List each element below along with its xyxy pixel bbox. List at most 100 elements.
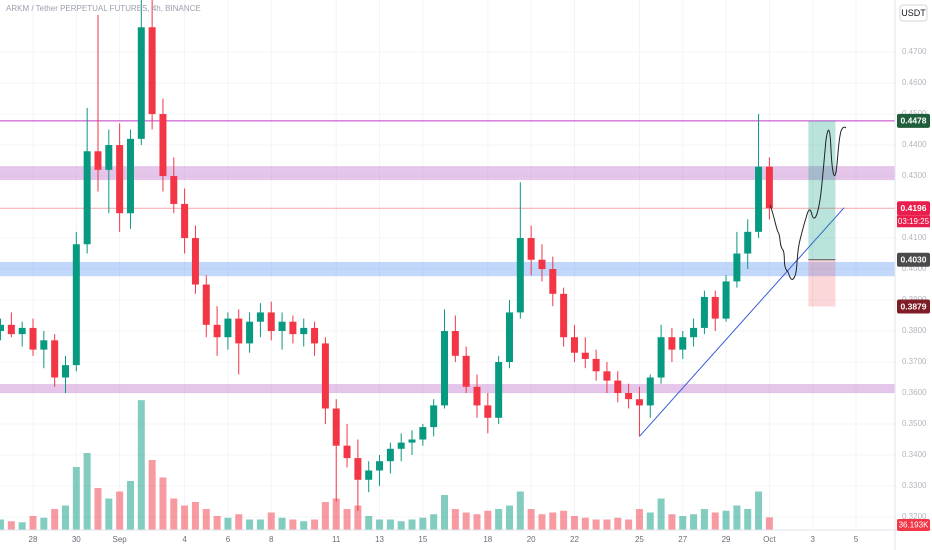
candle-body [202,284,210,325]
price-label: 0.3879 [901,301,927,311]
volume-bar [365,516,373,530]
volume-bar [321,502,329,530]
volume-bar [646,512,654,530]
volume-bar [495,509,503,530]
candle-body [278,321,286,332]
candle-body [462,355,470,387]
volume-bar [657,498,665,530]
x-tick-label: 3 [810,535,815,544]
candle-body [365,470,373,480]
volume-bar [29,516,37,530]
trendline [639,207,845,437]
volume-bar [690,514,698,530]
candle-body [256,312,264,322]
candle-body [495,362,503,418]
price-label-bg [897,201,930,216]
candle-body [116,145,124,214]
zone [0,261,895,277]
candle-body [722,281,730,319]
candle-body [148,27,156,115]
candle-body [592,358,600,372]
countdown: 03:19:25 [898,217,930,226]
candle-body [61,365,69,378]
candle-body [170,176,178,204]
candle-body [137,27,145,139]
currency-button[interactable] [899,4,928,22]
y-tick-label: 0.3400 [902,450,927,459]
volume-bar [278,517,286,530]
candle-body [354,458,362,480]
price-label-bg [897,299,930,314]
currency-label[interactable]: USDT [901,8,926,18]
forecast-drawing [769,126,847,280]
candle-body [126,138,134,214]
zone [0,166,895,181]
volume-bar [733,505,741,530]
y-tick-label: 0.3800 [902,326,927,335]
volume-bar [516,491,524,530]
volume-bar [256,519,264,530]
price-label: 0.4196 [901,203,927,213]
candle-body [300,327,308,335]
y-tick-label: 0.3600 [902,388,927,397]
volume-bar [386,519,394,530]
candle-body [765,166,773,209]
volume-bar [408,519,416,530]
y-tick-label: 0.4500 [902,109,927,118]
volume-bar [116,491,124,530]
volume-bar [700,509,708,530]
volume-bar [51,509,59,530]
volume-bar [105,498,113,530]
x-tick-label: 29 [722,535,731,544]
y-tick-label: 0.3700 [902,357,927,366]
volume-bar [311,519,319,530]
volume-bar [343,509,351,530]
y-tick-label: 0.4300 [902,171,927,180]
candle-body [646,377,654,406]
candle-body [0,324,5,332]
volume-bar [148,460,156,530]
volume-bar [300,521,308,530]
volume-bar [83,453,91,530]
x-tick-label: 20 [527,535,536,544]
position-target [808,120,836,260]
x-tick-label: 28 [29,535,38,544]
y-tick-label: 0.3300 [902,481,927,490]
volume-bar [581,517,589,530]
x-tick-label: 13 [375,535,384,544]
candle-body [527,238,535,260]
volume-bar [744,509,752,530]
volume-bar [755,491,763,530]
x-tick-label: 11 [332,535,341,544]
volume-bar [126,481,134,530]
candle-body [441,331,449,406]
candle-body [430,405,438,428]
candle-body [213,324,221,338]
volume-bar [332,498,340,530]
price-label: 0.4030 [901,254,927,264]
candle-body [679,337,687,350]
y-tick-label: 0.4000 [902,264,927,273]
candle-body [224,318,232,338]
candle-body [321,343,329,409]
candle-body [625,393,633,400]
candle-body [105,145,113,170]
volume-bar [711,512,719,530]
y-tick-label: 0.4700 [902,47,927,56]
volume-bar [430,514,438,530]
candle-body [419,427,427,440]
x-tick-label: 6 [226,535,231,544]
plot-area [0,0,895,530]
x-tick-label: 22 [570,535,579,544]
candle-body [538,259,546,270]
candle-body [83,151,91,245]
volume-bar [354,505,362,530]
volume-bar [625,519,633,530]
candle-body [516,238,524,313]
volume-label: 36.193K [899,521,929,530]
candle-body [29,327,37,350]
candle-body [311,327,319,344]
candle-body [7,324,15,335]
y-tick-label: 0.4400 [902,140,927,149]
